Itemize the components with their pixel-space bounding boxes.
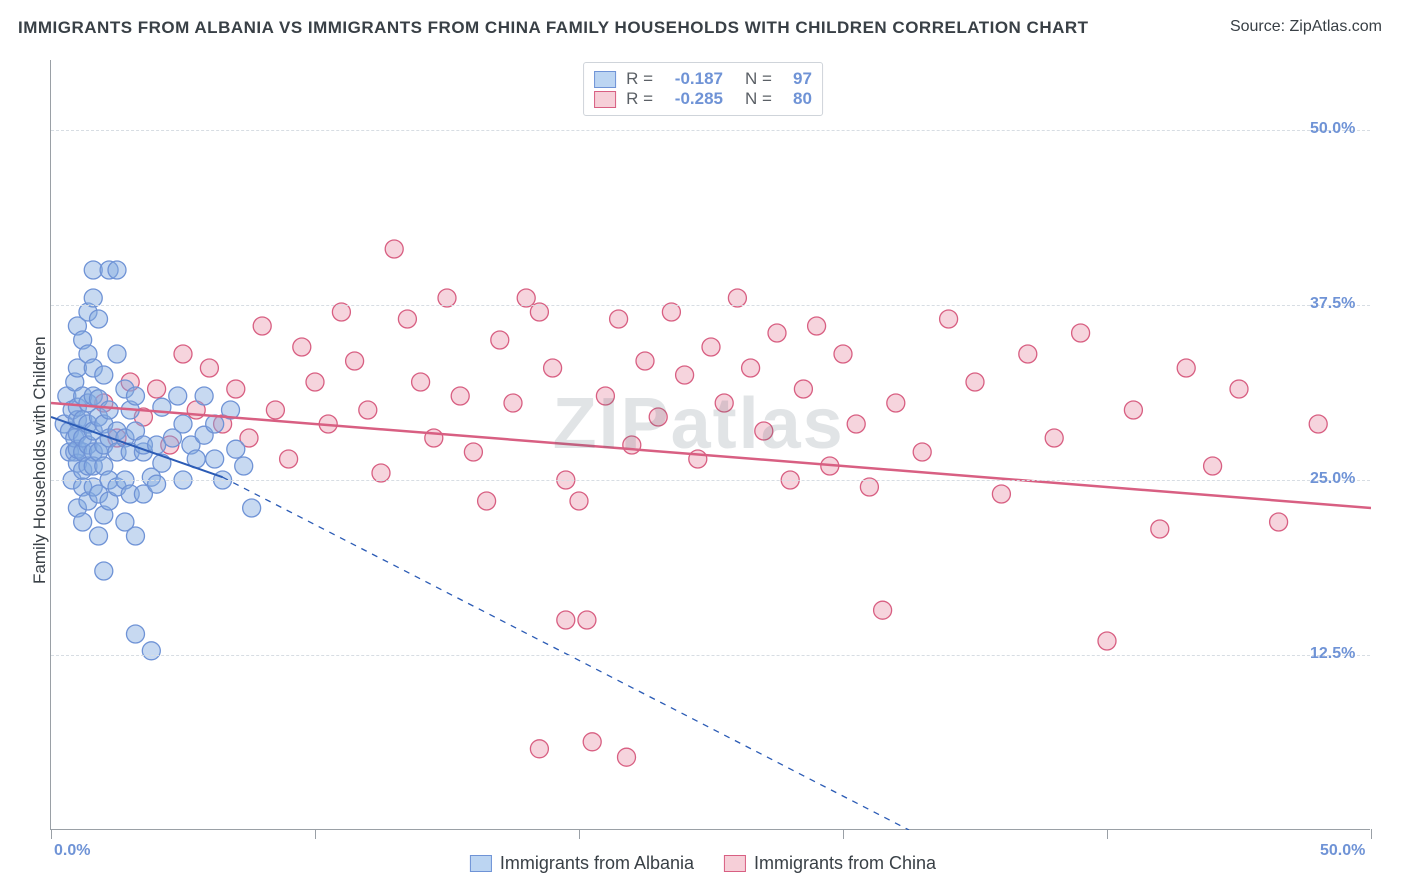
legend-swatch [470,855,492,872]
legend-label: Immigrants from Albania [500,853,694,874]
gridline [51,305,1370,306]
y-tick-label: 25.0% [1310,470,1355,488]
legend-swatch [594,71,616,88]
x-tick-mark [843,829,844,839]
x-tick-mark [51,829,52,839]
gridline [51,480,1370,481]
y-tick-label: 12.5% [1310,645,1355,663]
legend-item: Immigrants from Albania [470,853,694,874]
x-tick-mark [315,829,316,839]
legend-swatch [594,91,616,108]
r-value: -0.285 [663,89,723,109]
x-tick-mark [579,829,580,839]
legend-label: Immigrants from China [754,853,936,874]
n-value: 80 [782,89,812,109]
legend-stat-row: R = -0.187 N = 97 [594,69,812,89]
y-axis-label: Family Households with Children [30,336,50,584]
x-tick-mark [1371,829,1372,839]
n-label: N = [745,89,772,109]
x-axis-origin-label: 0.0% [54,842,90,860]
legend-swatch [724,855,746,872]
x-axis-max-label: 50.0% [1320,842,1365,860]
n-label: N = [745,69,772,89]
source-label: Source: [1230,18,1290,35]
r-label: R = [626,89,653,109]
n-value: 97 [782,69,812,89]
legend-stat-row: R = -0.285 N = 80 [594,89,812,109]
source-attribution: Source: ZipAtlas.com [1230,18,1382,36]
legend-item: Immigrants from China [724,853,936,874]
chart-svg [51,60,1371,830]
chart-title: IMMIGRANTS FROM ALBANIA VS IMMIGRANTS FR… [18,18,1089,38]
gridline [51,655,1370,656]
r-value: -0.187 [663,69,723,89]
chart-plot-area: ZIPatlas [50,60,1370,830]
y-tick-label: 50.0% [1310,120,1355,138]
series-legend: Immigrants from Albania Immigrants from C… [470,853,936,874]
gridline [51,130,1370,131]
y-tick-label: 37.5% [1310,295,1355,313]
source-name: ZipAtlas.com [1290,18,1382,35]
x-tick-mark [1107,829,1108,839]
correlation-legend: R = -0.187 N = 97 R = -0.285 N = 80 [583,62,823,116]
r-label: R = [626,69,653,89]
